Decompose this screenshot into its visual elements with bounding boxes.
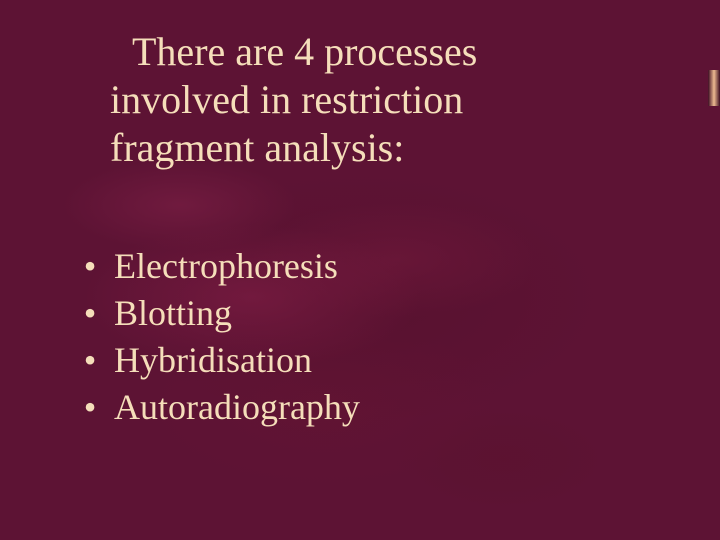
bullet-list: • Electrophoresis • Blotting • Hybridisa…	[66, 244, 660, 430]
list-item: • Electrophoresis	[66, 244, 660, 289]
bullet-icon: •	[66, 291, 114, 336]
bullet-label: Blotting	[114, 291, 232, 336]
slide-content: There are 4 processes involved in restri…	[0, 0, 720, 430]
list-item: • Hybridisation	[66, 338, 660, 383]
list-item: • Blotting	[66, 291, 660, 336]
list-item: • Autoradiography	[66, 385, 660, 430]
title-line-1: There are 4 processes	[110, 28, 660, 76]
bullet-label: Autoradiography	[114, 385, 360, 430]
title-line-3: fragment analysis:	[110, 124, 660, 172]
bullet-label: Electrophoresis	[114, 244, 338, 289]
bullet-icon: •	[66, 244, 114, 289]
title-line-2: involved in restriction	[110, 76, 660, 124]
bullet-label: Hybridisation	[114, 338, 312, 383]
bullet-icon: •	[66, 385, 114, 430]
bullet-icon: •	[66, 338, 114, 383]
slide-title: There are 4 processes involved in restri…	[110, 28, 660, 172]
